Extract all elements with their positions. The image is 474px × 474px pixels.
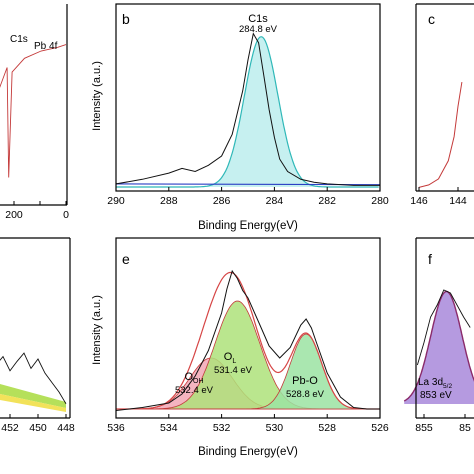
panel-f-la-label: La 3d5/2 <box>418 377 452 390</box>
panel-f-spectrum-line <box>416 289 471 366</box>
panel-b-spectrum-line <box>115 32 380 186</box>
panel-a-tick-label-0: 0 <box>63 209 69 221</box>
panel-f-tick-label-85: 85 <box>459 422 471 434</box>
panel-d-green-band <box>0 384 66 408</box>
panel-a-tick-label-200: 200 <box>5 209 23 221</box>
panel-d-tick-label-450: 450 <box>29 422 47 434</box>
panel-e-ooh-sub: OH <box>193 378 204 385</box>
panel-b-frame <box>115 3 381 192</box>
panel-e-ol-label: OL <box>224 351 237 365</box>
panel-b-tick-label-3: 284 <box>266 195 284 207</box>
panel-a-ticks <box>13 201 67 205</box>
panel-f-la-sub: 5/2 <box>443 383 452 390</box>
panel-a-survey-line <box>0 44 67 178</box>
panel-e-letter: e <box>122 251 130 267</box>
panel-e-pbo-energy: 528.8 eV <box>286 389 325 400</box>
panel-e-tick-label-1: 534 <box>160 422 178 434</box>
panel-e-frame <box>115 237 381 419</box>
panel-e-spectrum-line <box>115 269 380 411</box>
panel-e-tick-label-2: 532 <box>213 422 231 434</box>
panel-d: 452 450 448 <box>0 237 75 434</box>
panel-c-letter: c <box>428 11 435 27</box>
panel-f: f La 3d5/2 853 eV 855 85 <box>403 237 474 434</box>
panel-c-tick-label-144: 144 <box>449 195 467 207</box>
panel-a-annot-pb4f: Pb 4f <box>34 41 58 52</box>
panel-e-ylabel: Intensity (a.u.) <box>91 295 103 365</box>
panel-c: c 146 144 <box>410 3 474 207</box>
panel-b: 290 288 286 284 282 280 b C1s 284.8 eV Intens… <box>91 3 389 232</box>
panel-e-xlabel: Binding Energy(eV) <box>198 446 298 458</box>
panel-e-envelope-line <box>116 271 380 410</box>
panel-a: C1s Pb 4f 200 0 <box>0 4 69 221</box>
panel-b-c1s-fit-area <box>116 36 380 188</box>
panel-b-tick-label-4: 282 <box>318 195 336 207</box>
panel-e: 536 534 532 530 528 526 e Intensity (a.u.) Bi… <box>91 237 389 458</box>
panel-d-tick-label-452: 452 <box>1 422 19 434</box>
panel-b-c1s-fit-line <box>116 36 379 188</box>
panel-b-peak-name: C1s <box>248 13 268 25</box>
panel-e-tick-label-4: 528 <box>318 422 336 434</box>
panel-a-annot-c1s: C1s <box>10 34 28 45</box>
panel-f-letter: f <box>428 251 432 267</box>
panel-e-ol-energy: 531.4 eV <box>214 365 253 376</box>
panel-e-tick-label-5: 526 <box>371 422 389 434</box>
panel-b-peak-energy: 284.8 eV <box>239 24 278 35</box>
panel-b-letter: b <box>122 11 130 27</box>
panel-e-ooh-label: OOH <box>184 371 203 385</box>
panel-b-tick-label-2: 286 <box>213 195 231 207</box>
panel-f-la-energy: 853 eV <box>420 390 452 401</box>
panel-e-tick-label-3: 530 <box>266 422 284 434</box>
panel-e-ol-component-area <box>116 300 380 410</box>
panel-e-ol-sub: L <box>232 358 236 365</box>
panel-f-la3d-component-area <box>404 291 474 404</box>
panel-f-tick-label-855: 855 <box>415 422 433 434</box>
panel-b-ticks: 290 288 286 284 282 280 <box>107 187 389 207</box>
panel-e-pbo-label: Pb-O <box>292 375 318 387</box>
panel-d-yellow-band <box>0 394 66 412</box>
panel-c-tick-label-146: 146 <box>410 195 428 207</box>
panel-f-ticks <box>423 414 466 418</box>
panel-e-ooh-energy: 532.4 eV <box>175 385 214 396</box>
panel-c-ticks <box>418 187 459 191</box>
panel-e-tick-label-0: 536 <box>107 422 125 434</box>
panel-e-ooh-main: O <box>184 371 193 383</box>
panel-e-ol-main: O <box>224 351 233 363</box>
panel-d-spectrum-line <box>0 352 67 405</box>
panel-c-spectrum-line <box>418 82 463 188</box>
panel-b-tick-label-0: 290 <box>107 195 125 207</box>
panel-f-la-main: La 3d <box>418 377 443 388</box>
panel-b-tick-label-5: 280 <box>371 195 389 207</box>
panel-b-ylabel: Intensity (a.u.) <box>91 61 103 131</box>
panel-e-ticks: 536 534 532 530 528 526 <box>107 414 389 434</box>
panel-b-xlabel: Binding Energy(eV) <box>198 220 298 232</box>
panel-b-tick-label-1: 288 <box>160 195 178 207</box>
panel-d-ticks <box>9 414 67 418</box>
panel-d-tick-label-448: 448 <box>57 422 75 434</box>
